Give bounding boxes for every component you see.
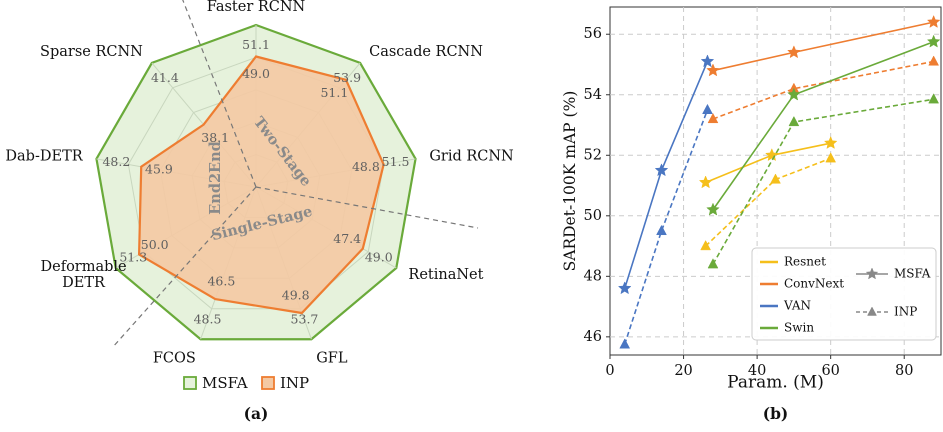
legend-method-marker-msfa xyxy=(865,267,879,280)
x-tick-label: 0 xyxy=(605,363,614,379)
group-separator-line xyxy=(111,186,257,349)
data-point-convnext-inp xyxy=(707,112,719,124)
y-tick-label: 56 xyxy=(584,26,602,42)
data-point-van-msfa xyxy=(654,163,669,177)
radar-axis-label-line: Grid RCNN xyxy=(429,148,514,164)
group-separator-line xyxy=(255,186,479,229)
y-tick-label: 54 xyxy=(584,87,602,103)
radar-legend-label: MSFA xyxy=(202,374,248,392)
radar-axis-label-line: Deformable xyxy=(41,259,127,275)
y-tick-label: 50 xyxy=(584,208,602,224)
panel-label-a: (a) xyxy=(244,404,269,423)
radar-inp-value-label: 49.0 xyxy=(242,66,270,81)
radar-legend-label: INP xyxy=(280,374,309,392)
radar-inp-value-label: 46.5 xyxy=(207,274,235,289)
radar-axis-label-line: Sparse RCNN xyxy=(40,44,143,60)
radar-axis-label-line: FCOS xyxy=(153,350,196,366)
data-point-resnet-inp xyxy=(825,152,837,163)
data-point-van-msfa xyxy=(700,54,715,68)
data-point-convnext-msfa xyxy=(706,63,720,77)
radar-axis-label: Sparse RCNN xyxy=(40,44,143,60)
radar-msfa-value-label: 41.4 xyxy=(151,70,179,85)
y-tick-label: 46 xyxy=(584,329,602,345)
radar-inp-value-label: 45.9 xyxy=(145,161,173,176)
radar-axis-label-line: GFL xyxy=(316,350,348,366)
radar-msfa-value-label: 51.5 xyxy=(382,154,410,169)
radar-axis-label-line: DETR xyxy=(62,275,106,291)
data-point-swin-msfa xyxy=(706,202,720,216)
radar-axis-label-line: RetinaNet xyxy=(408,267,483,283)
y-tick-label: 48 xyxy=(584,268,602,284)
radar-legend-swatch xyxy=(183,376,197,390)
radar-inp-value-label: 47.4 xyxy=(333,231,361,246)
radar-inp-value-label: 38.1 xyxy=(201,130,229,145)
radar-inp-value-label: 48.8 xyxy=(352,159,380,174)
radar-msfa-value-label: 48.2 xyxy=(102,154,130,169)
radar-axis-label: FCOS xyxy=(153,350,196,366)
legend-label-resnet: Resnet xyxy=(784,255,826,269)
data-point-resnet-msfa xyxy=(698,175,713,189)
legend-box xyxy=(751,247,937,341)
x-tick-label: 40 xyxy=(748,363,766,379)
radar-msfa-value-label: 51.3 xyxy=(119,249,147,264)
radar-axis-label: RetinaNet xyxy=(408,267,483,283)
radar-inp-value-label: 51.1 xyxy=(320,85,348,100)
x-tick-label: 80 xyxy=(895,363,913,379)
legend-label-convnext: ConvNext xyxy=(784,277,844,291)
group-separator-line xyxy=(182,0,257,188)
data-point-van-inp xyxy=(702,103,713,114)
data-point-swin-inp xyxy=(788,115,800,127)
radar-axis-label: Deformable DETR xyxy=(41,259,127,291)
radar-inp-value-label: 49.8 xyxy=(282,288,310,303)
radar-axis-label: Grid RCNN xyxy=(429,148,514,164)
data-point-resnet-msfa xyxy=(765,148,779,162)
radar-axis-label: Cascade RCNN xyxy=(369,44,483,60)
data-point-swin-inp xyxy=(707,258,719,269)
data-point-swin-msfa xyxy=(926,34,941,48)
radar-axis-label: Dab-DETR xyxy=(5,148,83,164)
data-point-resnet-inp xyxy=(770,173,781,184)
data-point-resnet-inp xyxy=(700,240,711,251)
data-point-van-inp xyxy=(619,338,631,349)
y-tick-label: 52 xyxy=(584,147,602,163)
y-axis-label: SARDet-100K mAP (%) xyxy=(561,91,579,272)
data-point-swin-msfa xyxy=(787,87,801,101)
radar-msfa-value-label: 53.9 xyxy=(333,70,361,85)
radar-msfa-value-label: 53.7 xyxy=(291,312,319,327)
radar-group-label: End2End xyxy=(207,141,224,215)
series-line-convnext-inp xyxy=(712,60,934,120)
radar-axis-label-line: Cascade RCNN xyxy=(369,44,483,60)
legend-method-marker-inp xyxy=(867,306,877,316)
x-tick-label: 20 xyxy=(674,363,692,379)
legend-label-van: VAN xyxy=(783,299,811,313)
radar-legend-swatch xyxy=(261,376,275,390)
radar-msfa-value-label: 51.1 xyxy=(242,37,270,52)
data-point-van-inp xyxy=(656,224,667,236)
data-point-swin-inp xyxy=(928,93,940,104)
x-axis-label: Param. (M) xyxy=(727,373,824,393)
legend-method-label-msfa: MSFA xyxy=(894,267,931,281)
data-point-convnext-msfa xyxy=(787,45,801,59)
radar-axis-label-line: Dab-DETR xyxy=(5,148,83,164)
line-chart-group: 0 20 40 60 80 46 48 50 52 54 56 Param. (M) SARDet-10… xyxy=(561,6,942,423)
radar-axis-label: GFL xyxy=(316,350,348,366)
panel-label-b: (b) xyxy=(763,404,789,423)
legend-method-label-inp: INP xyxy=(894,305,917,319)
radar-msfa-value-label: 48.5 xyxy=(194,312,222,327)
radar-inp-value-label: 50.0 xyxy=(141,237,169,252)
radar-axis-label-line: Faster RCNN xyxy=(207,0,306,15)
data-point-convnext-inp xyxy=(928,55,940,66)
data-point-resnet-msfa xyxy=(823,136,838,149)
legend-label-swin: Swin xyxy=(784,321,814,335)
x-tick-label: 60 xyxy=(821,363,839,379)
data-point-convnext-msfa xyxy=(926,14,941,28)
radar-msfa-value-label: 49.0 xyxy=(365,249,393,264)
data-point-van-msfa xyxy=(617,281,632,295)
radar-axis-label: Faster RCNN xyxy=(207,0,306,15)
